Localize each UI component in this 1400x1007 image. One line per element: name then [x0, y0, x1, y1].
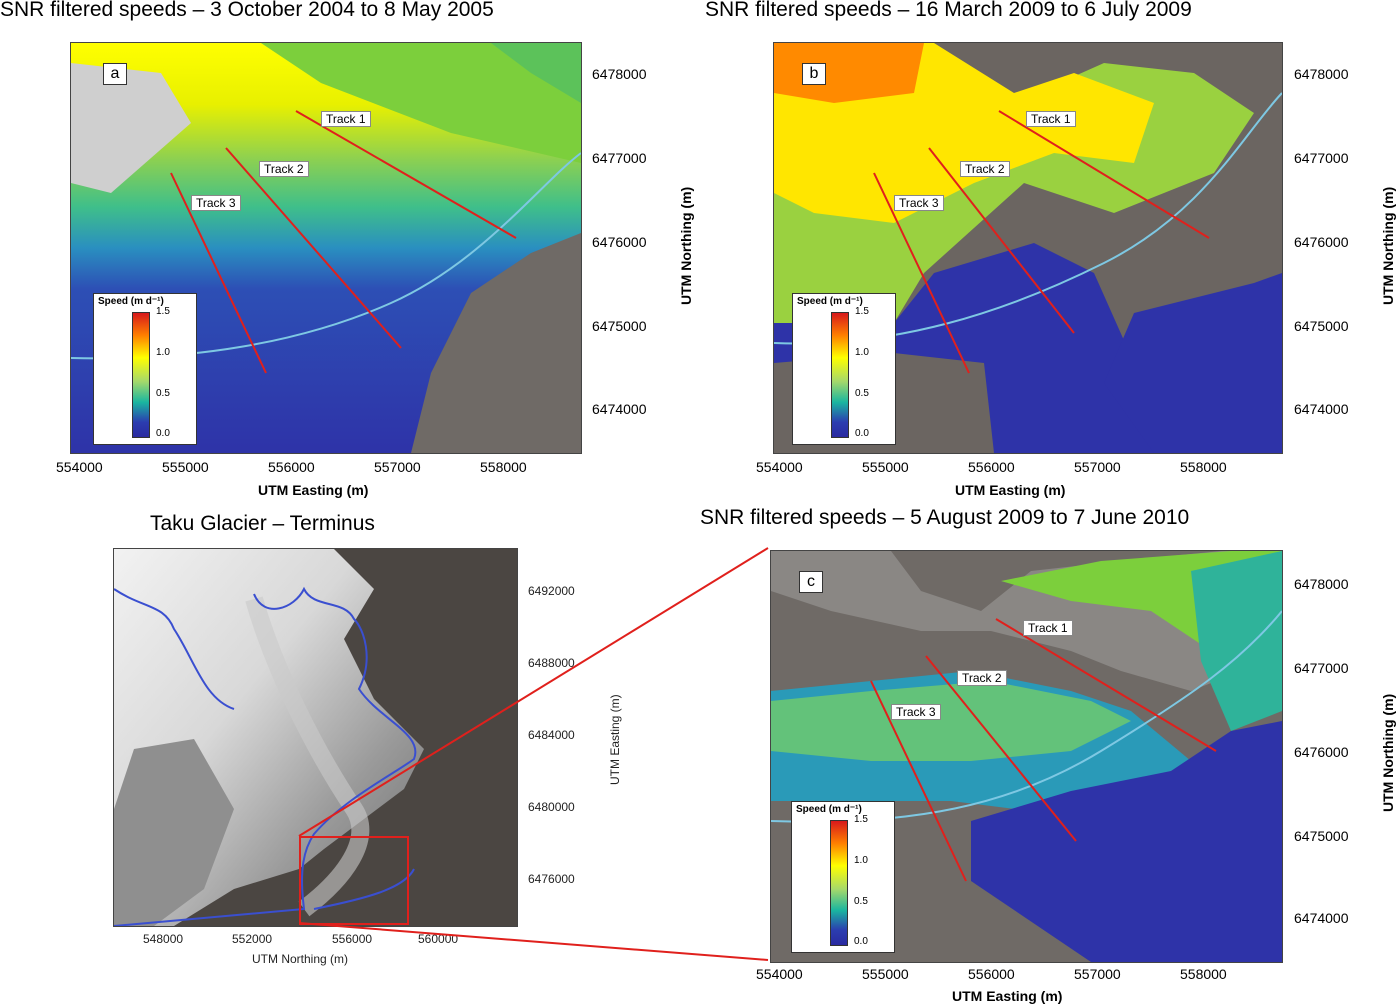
panel-b-x-tick: 555000	[862, 459, 909, 475]
panel-b-y-tick: 6475000	[1294, 318, 1349, 334]
panel-a-xlabel: UTM Easting (m)	[258, 482, 369, 498]
overview-map	[113, 548, 518, 927]
panel-a-x-tick: 557000	[374, 459, 421, 475]
panel-c-x-tick: 556000	[968, 966, 1015, 982]
overview-title: Taku Glacier – Terminus	[150, 512, 375, 535]
overview-satellite-image	[114, 549, 517, 926]
legend-value: 1.0	[156, 347, 170, 358]
legend-title: Speed (m d⁻¹)	[98, 296, 164, 307]
panel-b-track-3: Track 3	[894, 195, 944, 211]
overview-y-tick: 6488000	[528, 656, 575, 670]
panel-b-x-tick: 554000	[756, 459, 803, 475]
panel-c-title: SNR filtered speeds – 5 August 2009 to 7…	[700, 506, 1190, 529]
legend-value: 0.0	[156, 428, 170, 439]
panel-a-x-tick: 554000	[56, 459, 103, 475]
panel-a-legend: Speed (m d⁻¹) 1.5 1.0 0.5 0.0	[93, 293, 197, 445]
legend-value: 0.5	[156, 388, 170, 399]
panel-c-ylabel: UTM Northing (m)	[1380, 693, 1396, 812]
panel-a-track-1: Track 1	[321, 111, 371, 127]
panel-c-map: c Track 1 Track 2 Track 3 Speed (m d⁻¹) …	[770, 550, 1283, 963]
legend-title: Speed (m d⁻¹)	[796, 804, 862, 815]
legend-colorbar	[831, 312, 849, 438]
panel-a-y-tick: 6478000	[592, 66, 647, 82]
overview-y-tick: 6480000	[528, 800, 575, 814]
panel-a-track-3: Track 3	[191, 195, 241, 211]
panel-a-y-tick: 6475000	[592, 318, 647, 334]
panel-a-title: SNR filtered speeds – 3 October 2004 to …	[0, 0, 494, 21]
panel-c-y-tick: 6476000	[1294, 744, 1349, 760]
overview-y-tick: 6476000	[528, 872, 575, 886]
panel-a-x-tick: 556000	[268, 459, 315, 475]
panel-c-y-tick: 6477000	[1294, 660, 1349, 676]
legend-value: 1.5	[855, 306, 869, 317]
panel-b-track-1: Track 1	[1026, 111, 1076, 127]
panel-a-y-tick: 6476000	[592, 234, 647, 250]
panel-c-track-2: Track 2	[957, 670, 1007, 686]
panel-b-map: b Track 1 Track 2 Track 3 Speed (m d⁻¹) …	[773, 42, 1283, 454]
panel-b-xlabel: UTM Easting (m)	[955, 482, 1066, 498]
panel-a-x-tick: 555000	[162, 459, 209, 475]
legend-colorbar	[830, 820, 848, 946]
panel-b-title: SNR filtered speeds – 16 March 2009 to 6…	[705, 0, 1192, 21]
panel-b-y-tick: 6477000	[1294, 150, 1349, 166]
zoom-box	[299, 836, 409, 925]
panel-a-track-2: Track 2	[259, 161, 309, 177]
panel-b-y-tick: 6474000	[1294, 401, 1349, 417]
panel-c-x-tick: 554000	[756, 966, 803, 982]
panel-c-x-tick: 555000	[862, 966, 909, 982]
panel-b-legend: Speed (m d⁻¹) 1.5 1.0 0.5 0.0	[792, 293, 896, 445]
panel-c-y-tick: 6474000	[1294, 910, 1349, 926]
legend-value: 1.5	[156, 306, 170, 317]
legend-value: 0.0	[855, 428, 869, 439]
panel-b-letter: b	[802, 63, 826, 85]
panel-c-y-tick: 6478000	[1294, 576, 1349, 592]
panel-c-letter: c	[799, 571, 823, 593]
legend-value: 0.5	[855, 388, 869, 399]
panel-c-legend: Speed (m d⁻¹) 1.5 1.0 0.5 0.0	[791, 801, 895, 953]
panel-b-x-tick: 556000	[968, 459, 1015, 475]
panel-a-map: a Track 1 Track 2 Track 3 Speed (m d⁻¹) …	[70, 42, 582, 454]
panel-b-track-2: Track 2	[960, 161, 1010, 177]
overview-x-tick: 552000	[232, 932, 273, 946]
legend-value: 1.0	[855, 347, 869, 358]
legend-value: 1.0	[854, 855, 868, 866]
panel-c-track-3: Track 3	[891, 704, 941, 720]
overview-x-tick: 548000	[143, 932, 184, 946]
legend-value: 0.5	[854, 896, 868, 907]
legend-title: Speed (m d⁻¹)	[797, 296, 863, 307]
panel-c-y-tick: 6475000	[1294, 828, 1349, 844]
panel-b-y-tick: 6476000	[1294, 234, 1349, 250]
legend-value: 1.5	[854, 814, 868, 825]
panel-a-x-tick: 558000	[480, 459, 527, 475]
overview-xlabel: UTM Northing (m)	[252, 952, 349, 966]
panel-b-y-tick: 6478000	[1294, 66, 1349, 82]
panel-a-y-tick: 6477000	[592, 150, 647, 166]
overview-y-tick: 6492000	[528, 584, 575, 598]
legend-value: 0.0	[854, 936, 868, 947]
overview-x-tick: 556000	[332, 932, 373, 946]
panel-b-x-tick: 558000	[1180, 459, 1227, 475]
panel-a-y-tick: 6474000	[592, 401, 647, 417]
panel-c-xlabel: UTM Easting (m)	[952, 988, 1063, 1004]
panel-b-x-tick: 557000	[1074, 459, 1121, 475]
panel-c-speed-field	[771, 551, 1282, 962]
legend-colorbar	[132, 312, 150, 438]
panel-a-letter: a	[103, 63, 127, 85]
panel-c-x-tick: 558000	[1180, 966, 1227, 982]
overview-y-tick: 6484000	[528, 728, 575, 742]
panel-c-x-tick: 557000	[1074, 966, 1121, 982]
panel-c-track-1: Track 1	[1023, 620, 1073, 636]
